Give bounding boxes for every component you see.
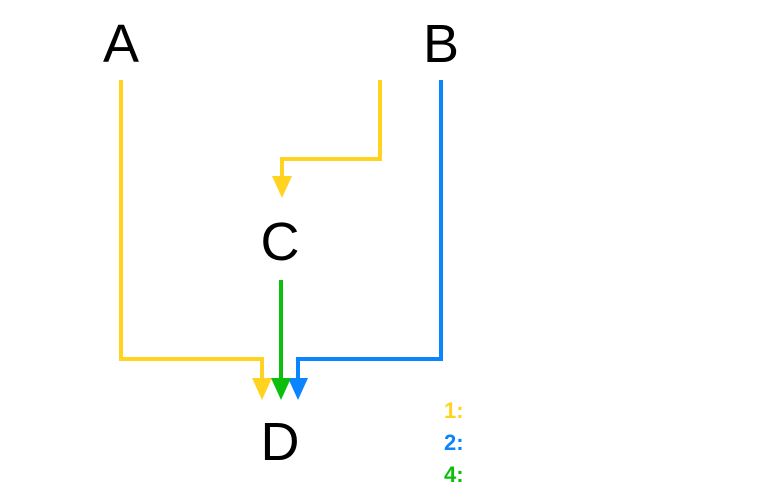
edge-a-to-d (119, 80, 272, 400)
arrowhead-c-to-d (271, 378, 291, 400)
legend-item-2: 2: (444, 430, 464, 455)
arrowhead-b-to-c (272, 176, 292, 198)
arrowhead-a-to-d (252, 378, 272, 400)
node-b: B (423, 14, 459, 74)
edge-b-to-c (272, 80, 382, 198)
legend-item-1: 1: (444, 398, 464, 423)
node-c: C (261, 212, 300, 272)
node-a: A (103, 14, 139, 74)
edge-b-to-d (288, 80, 443, 400)
edge-c-to-d (271, 280, 291, 400)
node-d: D (261, 412, 300, 472)
arrowhead-b-to-d (288, 378, 308, 400)
legend: 1: 2: 4: (444, 398, 464, 487)
legend-item-4: 4: (444, 462, 464, 487)
